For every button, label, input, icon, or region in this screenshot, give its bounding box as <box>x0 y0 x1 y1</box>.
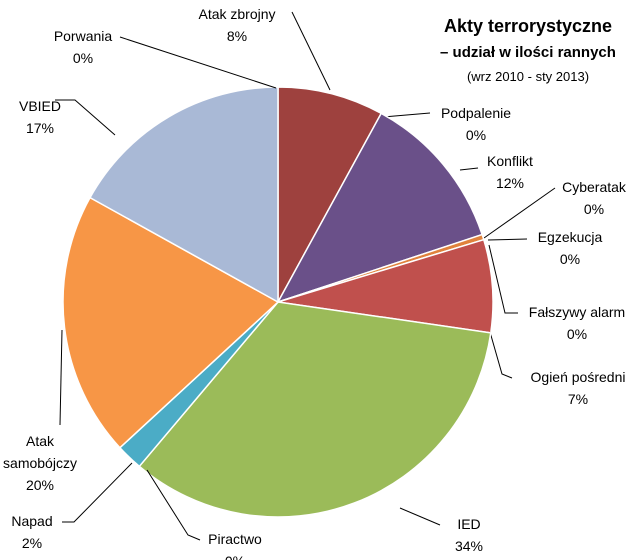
leader-line <box>489 331 513 379</box>
slice-name: IED <box>457 516 481 532</box>
slice-value: 20% <box>25 477 55 493</box>
chart-subtitle: – udział w ilości rannych <box>440 44 616 61</box>
slice-name: Fałszywy alarm <box>528 304 626 320</box>
slice-name: Porwania <box>53 28 113 44</box>
leader-line <box>399 507 441 526</box>
leader-line <box>62 462 133 523</box>
slice-value: 0% <box>465 127 487 143</box>
slice-label: Atak samobójczy 20% <box>0 430 80 496</box>
slice-name: Atak zbrojny <box>198 6 276 22</box>
slice-value: 12% <box>495 175 525 191</box>
leader-line <box>55 99 116 136</box>
leader-line <box>459 167 479 171</box>
leader-line <box>291 11 331 91</box>
slice-name: Podpalenie <box>440 105 512 121</box>
chart-title: Akty terrorystyczne <box>443 16 613 36</box>
slice-label: Podpalenie 0% <box>441 102 511 146</box>
slice-name: VBIED <box>18 98 62 114</box>
leader-line <box>59 329 63 426</box>
leader-line <box>119 36 277 89</box>
slice-value: 0% <box>72 50 94 66</box>
slice-name: Egzekucja <box>537 229 603 245</box>
leader-line <box>146 469 201 541</box>
slice-value: 7% <box>567 391 589 407</box>
slice-value: 17% <box>25 120 55 136</box>
slice-value: 0% <box>583 201 605 217</box>
slice-label: Porwania 0% <box>54 25 112 69</box>
leader-line <box>382 112 431 118</box>
pie-slice <box>276 112 484 304</box>
slice-label: Napad 2% <box>11 510 52 554</box>
slice-value: 0% <box>208 550 262 560</box>
pie-slice <box>138 301 492 518</box>
slice-label: Egzekucja 0% <box>538 226 603 270</box>
chart-note: (wrz 2010 - sty 2013) <box>466 69 590 84</box>
leader-line <box>483 187 556 239</box>
pie-slice <box>277 86 383 303</box>
pie-slice <box>62 196 280 449</box>
slice-label: Fałszywy alarm 0% <box>529 301 625 345</box>
slice-value: 0% <box>566 326 588 342</box>
slice-name: Piractwo <box>208 531 262 547</box>
slice-name: Napad <box>11 513 53 529</box>
slice-value: 0% <box>559 251 581 267</box>
slice-name: Ogień pośredni <box>530 369 626 385</box>
leader-line <box>488 244 518 314</box>
slice-name: Cyberatak <box>562 179 626 195</box>
pie-slice <box>89 86 279 304</box>
slice-value: 2% <box>21 535 43 551</box>
slice-value: 8% <box>226 28 248 44</box>
slice-name: Konflikt <box>487 153 533 169</box>
slice-name: Atak samobójczy <box>3 433 77 471</box>
slice-value: 34% <box>454 538 484 554</box>
slice-label: Cyberatak 0% <box>562 176 626 220</box>
slice-label: Ogień pośredni 7% <box>531 366 626 410</box>
slice-label: Atak zbrojny 8% <box>198 3 275 47</box>
slice-label: Piractwo 0% <box>208 528 262 560</box>
slice-label: Konflikt 12% <box>487 150 533 194</box>
slice-label: VBIED 17% <box>19 95 61 139</box>
leader-line <box>487 238 528 241</box>
slice-label: IED 34% <box>455 513 483 557</box>
